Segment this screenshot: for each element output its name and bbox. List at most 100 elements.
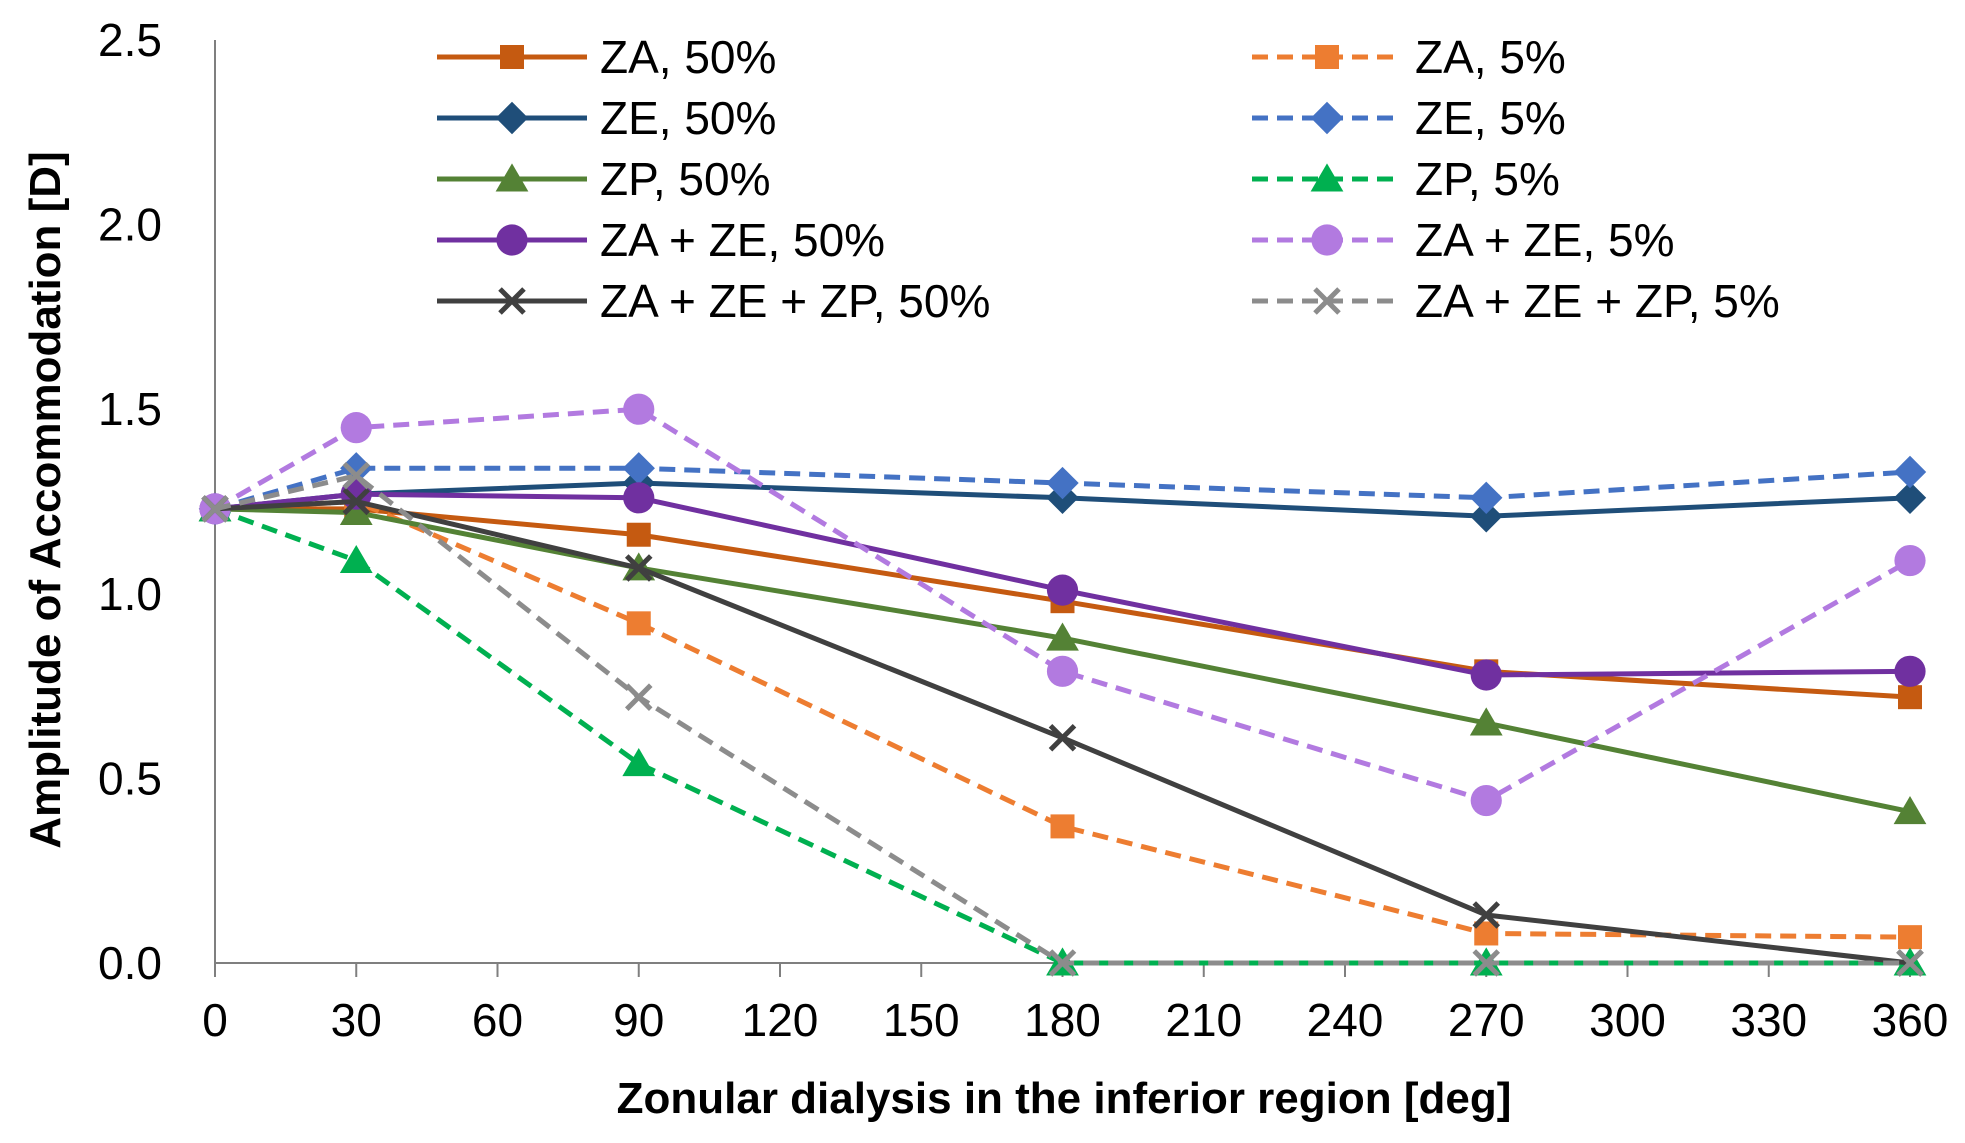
legend-swatch-marker xyxy=(1310,101,1344,135)
legend-swatch-marker xyxy=(1310,163,1344,192)
legend-item: ZA + ZE + ZP, 50% xyxy=(437,275,990,327)
data-point xyxy=(1898,925,1922,950)
data-point xyxy=(339,496,373,526)
y-tick-labels: 0.0 0.5 1.0 1.5 2.0 2.5 xyxy=(98,14,162,989)
legend-swatch-marker xyxy=(1315,45,1339,69)
legend-swatch-marker xyxy=(496,224,528,256)
data-point xyxy=(342,461,371,490)
legend-label: ZP, 50% xyxy=(600,153,770,205)
legend-item: ZA + ZE + ZP, 5% xyxy=(1252,275,1780,327)
legend-swatch-marker xyxy=(1311,224,1343,256)
x-tick-labels: 0 30 60 90 120 150 180 210 240 270 300 330 360 xyxy=(202,963,1948,1046)
y-tick-label: 0.5 xyxy=(98,752,162,804)
legend-label: ZP, 5% xyxy=(1415,153,1560,205)
legend-label: ZA, 50% xyxy=(600,31,776,83)
legend-item: ZP, 50% xyxy=(437,153,770,205)
data-point xyxy=(1472,949,1501,977)
data-point xyxy=(1046,574,1079,606)
data-point xyxy=(624,554,653,582)
series-line xyxy=(214,491,1911,678)
x-tick-label: 120 xyxy=(742,994,819,1046)
x-tick-label: 180 xyxy=(1024,994,1101,1046)
data-point xyxy=(1046,622,1079,651)
data-point xyxy=(1893,481,1927,515)
x-tick-label: 0 xyxy=(202,994,228,1046)
data-point xyxy=(624,683,653,711)
legend-label: ZE, 50% xyxy=(600,92,776,144)
x-tick-label: 90 xyxy=(613,994,664,1046)
data-point xyxy=(623,393,655,425)
legend-label: ZA, 5% xyxy=(1415,31,1566,83)
data-point xyxy=(1470,500,1503,533)
legend-swatch-marker xyxy=(498,287,526,315)
data-point xyxy=(1896,949,1924,977)
x-tick-label: 60 xyxy=(472,994,523,1046)
data-point xyxy=(201,495,229,523)
legend-item: ZA, 5% xyxy=(1252,31,1566,83)
x-tick-label: 210 xyxy=(1165,994,1242,1046)
y-axis-title: Amplitude of Accommodation [D] xyxy=(21,151,70,848)
x-tick-label: 360 xyxy=(1872,994,1949,1046)
data-point xyxy=(626,522,651,547)
data-point xyxy=(342,487,371,516)
legend-item: ZA, 50% xyxy=(437,31,776,83)
series-line xyxy=(213,406,1912,804)
series-za-ze-zp-5 xyxy=(201,461,1924,977)
legend-swatch-marker xyxy=(495,101,529,135)
x-tick-label: 240 xyxy=(1307,994,1384,1046)
x-tick-label: 30 xyxy=(331,994,382,1046)
data-point xyxy=(622,452,655,485)
data-point xyxy=(1894,655,1926,687)
data-point xyxy=(623,482,655,514)
x-axis-title: Zonular dialysis in the inferior region … xyxy=(617,1074,1512,1123)
data-point xyxy=(1893,455,1927,489)
data-point xyxy=(1472,901,1501,929)
legend-item: ZA + ZE, 50% xyxy=(437,214,885,266)
data-point xyxy=(622,748,656,777)
y-tick-label: 1.5 xyxy=(98,383,162,435)
data-point xyxy=(1046,655,1079,687)
data-point xyxy=(1048,949,1077,977)
legend-swatch-marker xyxy=(1313,287,1341,315)
data-point xyxy=(339,544,373,574)
data-point xyxy=(1046,466,1079,500)
y-tick-label: 0.0 xyxy=(98,937,162,989)
data-point xyxy=(626,611,651,636)
legend-label: ZA + ZE + ZP, 50% xyxy=(600,275,990,327)
data-point xyxy=(1470,659,1502,691)
legend-label: ZA + ZE, 50% xyxy=(600,214,885,266)
series-layer xyxy=(198,393,1927,977)
legend-item: ZA + ZE, 5% xyxy=(1252,214,1675,266)
x-tick-label: 330 xyxy=(1730,994,1807,1046)
y-tick-label: 1.0 xyxy=(98,568,162,620)
data-point xyxy=(1050,814,1075,839)
y-tick-label: 2.0 xyxy=(98,199,162,251)
legend-item: ZP, 5% xyxy=(1252,153,1560,205)
data-point xyxy=(1470,481,1503,515)
y-tick-label: 2.5 xyxy=(98,14,162,66)
data-point xyxy=(1470,784,1502,817)
legend-label: ZA + ZE + ZP, 5% xyxy=(1415,275,1780,327)
legend: ZA, 50% ZE, 50% ZP, 50% ZA + ZE, 50% ZA + ZE… xyxy=(437,31,1780,327)
legend-item: ZE, 50% xyxy=(437,92,776,144)
series-line xyxy=(214,499,1911,966)
x-tick-label: 150 xyxy=(883,994,960,1046)
legend-swatch-marker xyxy=(495,163,529,192)
data-point xyxy=(1893,796,1927,825)
data-point xyxy=(1898,685,1922,710)
series-line xyxy=(214,506,1911,815)
series-line xyxy=(214,506,1910,966)
legend-swatch-marker xyxy=(500,45,524,69)
x-tick-label: 300 xyxy=(1589,994,1666,1046)
data-point xyxy=(1469,707,1503,736)
series-line xyxy=(214,473,1910,966)
legend-item: ZE, 5% xyxy=(1252,92,1566,144)
data-point xyxy=(1048,724,1077,752)
data-point xyxy=(340,412,372,444)
series-ze-5 xyxy=(198,452,1927,526)
series-za-ze-zp-50 xyxy=(201,487,1924,977)
series-za-ze-5 xyxy=(199,393,1926,817)
x-tick-label: 270 xyxy=(1448,994,1525,1046)
legend-label: ZE, 5% xyxy=(1415,92,1566,144)
